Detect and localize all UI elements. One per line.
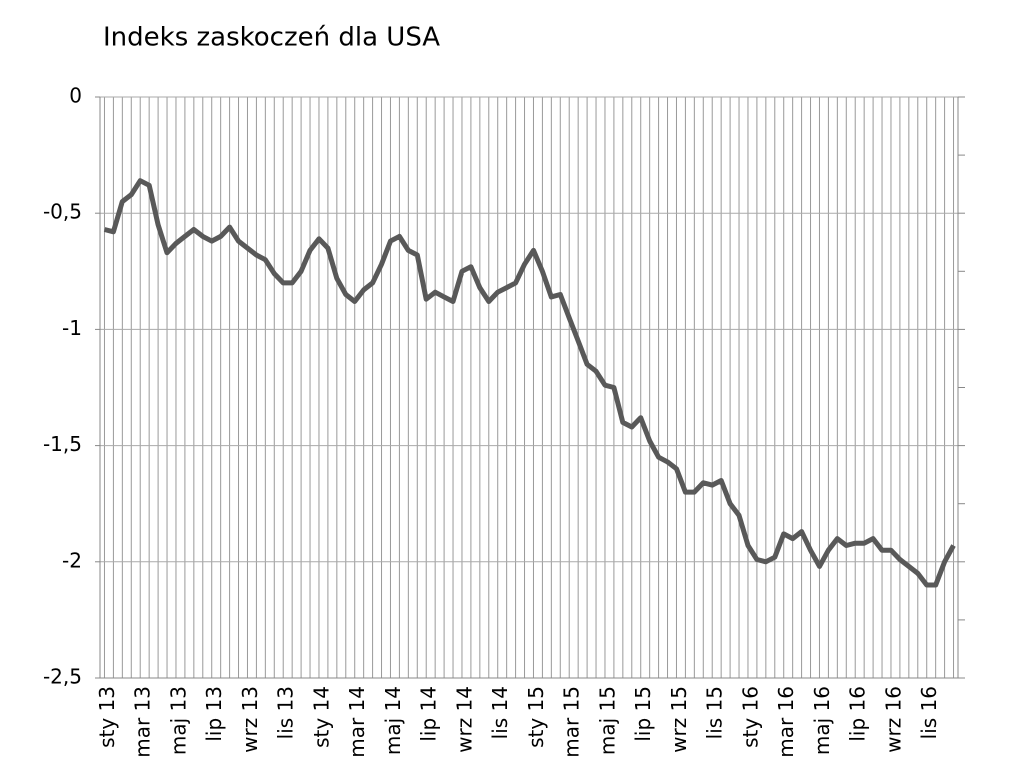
x-tick-label: sty 13 bbox=[95, 686, 119, 748]
x-tick-label: lis 16 bbox=[917, 686, 941, 739]
y-tick-label: -1,5 bbox=[43, 432, 82, 456]
x-tick-label: maj 13 bbox=[166, 686, 190, 755]
x-tick-label: sty 14 bbox=[309, 686, 333, 748]
x-tick-label: lis 13 bbox=[274, 686, 298, 739]
chart-title: Indeks zaskoczeń dla USA bbox=[103, 23, 440, 53]
x-tick-label: maj 15 bbox=[595, 686, 619, 755]
x-tick-label: lis 15 bbox=[703, 686, 727, 739]
x-tick-label: sty 16 bbox=[738, 686, 762, 748]
x-tick-label: mar 13 bbox=[131, 686, 155, 758]
y-tick-label: -1 bbox=[62, 316, 82, 340]
x-tick-label: maj 16 bbox=[810, 686, 834, 755]
x-tick-label: lip 14 bbox=[417, 686, 441, 742]
x-tick-label: maj 14 bbox=[381, 686, 405, 755]
x-tick-label: lip 13 bbox=[202, 686, 226, 742]
y-tick-label: -2,5 bbox=[43, 665, 82, 689]
x-tick-label: wrz 13 bbox=[238, 686, 262, 753]
x-tick-label: mar 16 bbox=[774, 686, 798, 758]
x-tick-label: mar 14 bbox=[345, 686, 369, 758]
x-tick-label: mar 15 bbox=[560, 686, 584, 758]
x-tick-label: wrz 16 bbox=[881, 686, 905, 753]
series-line bbox=[103, 178, 956, 588]
x-tick-label: lis 14 bbox=[488, 686, 512, 739]
y-tick-label: -2 bbox=[62, 548, 82, 572]
x-tick-label: wrz 15 bbox=[667, 686, 691, 753]
x-tick-label: sty 15 bbox=[524, 686, 548, 748]
x-tick-label: lip 15 bbox=[631, 686, 655, 742]
y-tick-label: -0,5 bbox=[43, 200, 82, 224]
y-tick-label: 0 bbox=[69, 84, 82, 108]
x-tick-label: wrz 14 bbox=[452, 686, 476, 753]
x-tick-label: lip 16 bbox=[846, 686, 870, 742]
